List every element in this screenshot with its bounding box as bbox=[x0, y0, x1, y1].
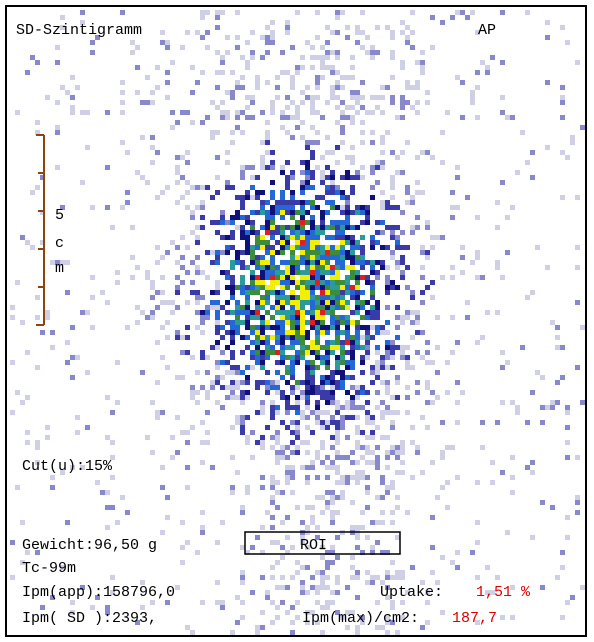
scale-label: c bbox=[55, 235, 64, 252]
ipm-max-label: Ipm(max)/cm2: bbox=[302, 610, 419, 627]
scan-pixels bbox=[255, 210, 360, 355]
scale-label: 5 bbox=[55, 207, 64, 224]
scan-pixels bbox=[205, 170, 400, 415]
roi-box bbox=[244, 531, 401, 555]
view: AP bbox=[478, 22, 496, 39]
scan-pixels bbox=[175, 140, 435, 455]
roi-label: ROI bbox=[300, 537, 327, 554]
uptake-value: 1,51 % bbox=[476, 584, 531, 601]
scan-image bbox=[10, 10, 585, 635]
frame bbox=[5, 5, 587, 637]
weight: Gewicht:96,50 g bbox=[22, 537, 157, 554]
scale-bar bbox=[36, 134, 45, 326]
scan-pixels bbox=[200, 160, 400, 410]
cut-level: Cut(u):15% bbox=[22, 458, 113, 475]
scan-pixels bbox=[255, 220, 365, 355]
scan-pixels bbox=[230, 210, 375, 375]
uptake-label: Uptake: bbox=[380, 584, 443, 601]
ipm-max-value: 187,7 bbox=[452, 610, 497, 627]
scan-pixels bbox=[235, 200, 375, 385]
title: SD-Szintigramm bbox=[16, 22, 142, 39]
ipm-sd: Ipm( SD ):2393, bbox=[22, 610, 157, 627]
scale-label: m bbox=[55, 260, 64, 277]
isotope: Tc-99m bbox=[22, 560, 76, 577]
scan-pixels bbox=[10, 10, 585, 635]
ipm-app: Ipm(app):158796,0 bbox=[22, 584, 175, 601]
